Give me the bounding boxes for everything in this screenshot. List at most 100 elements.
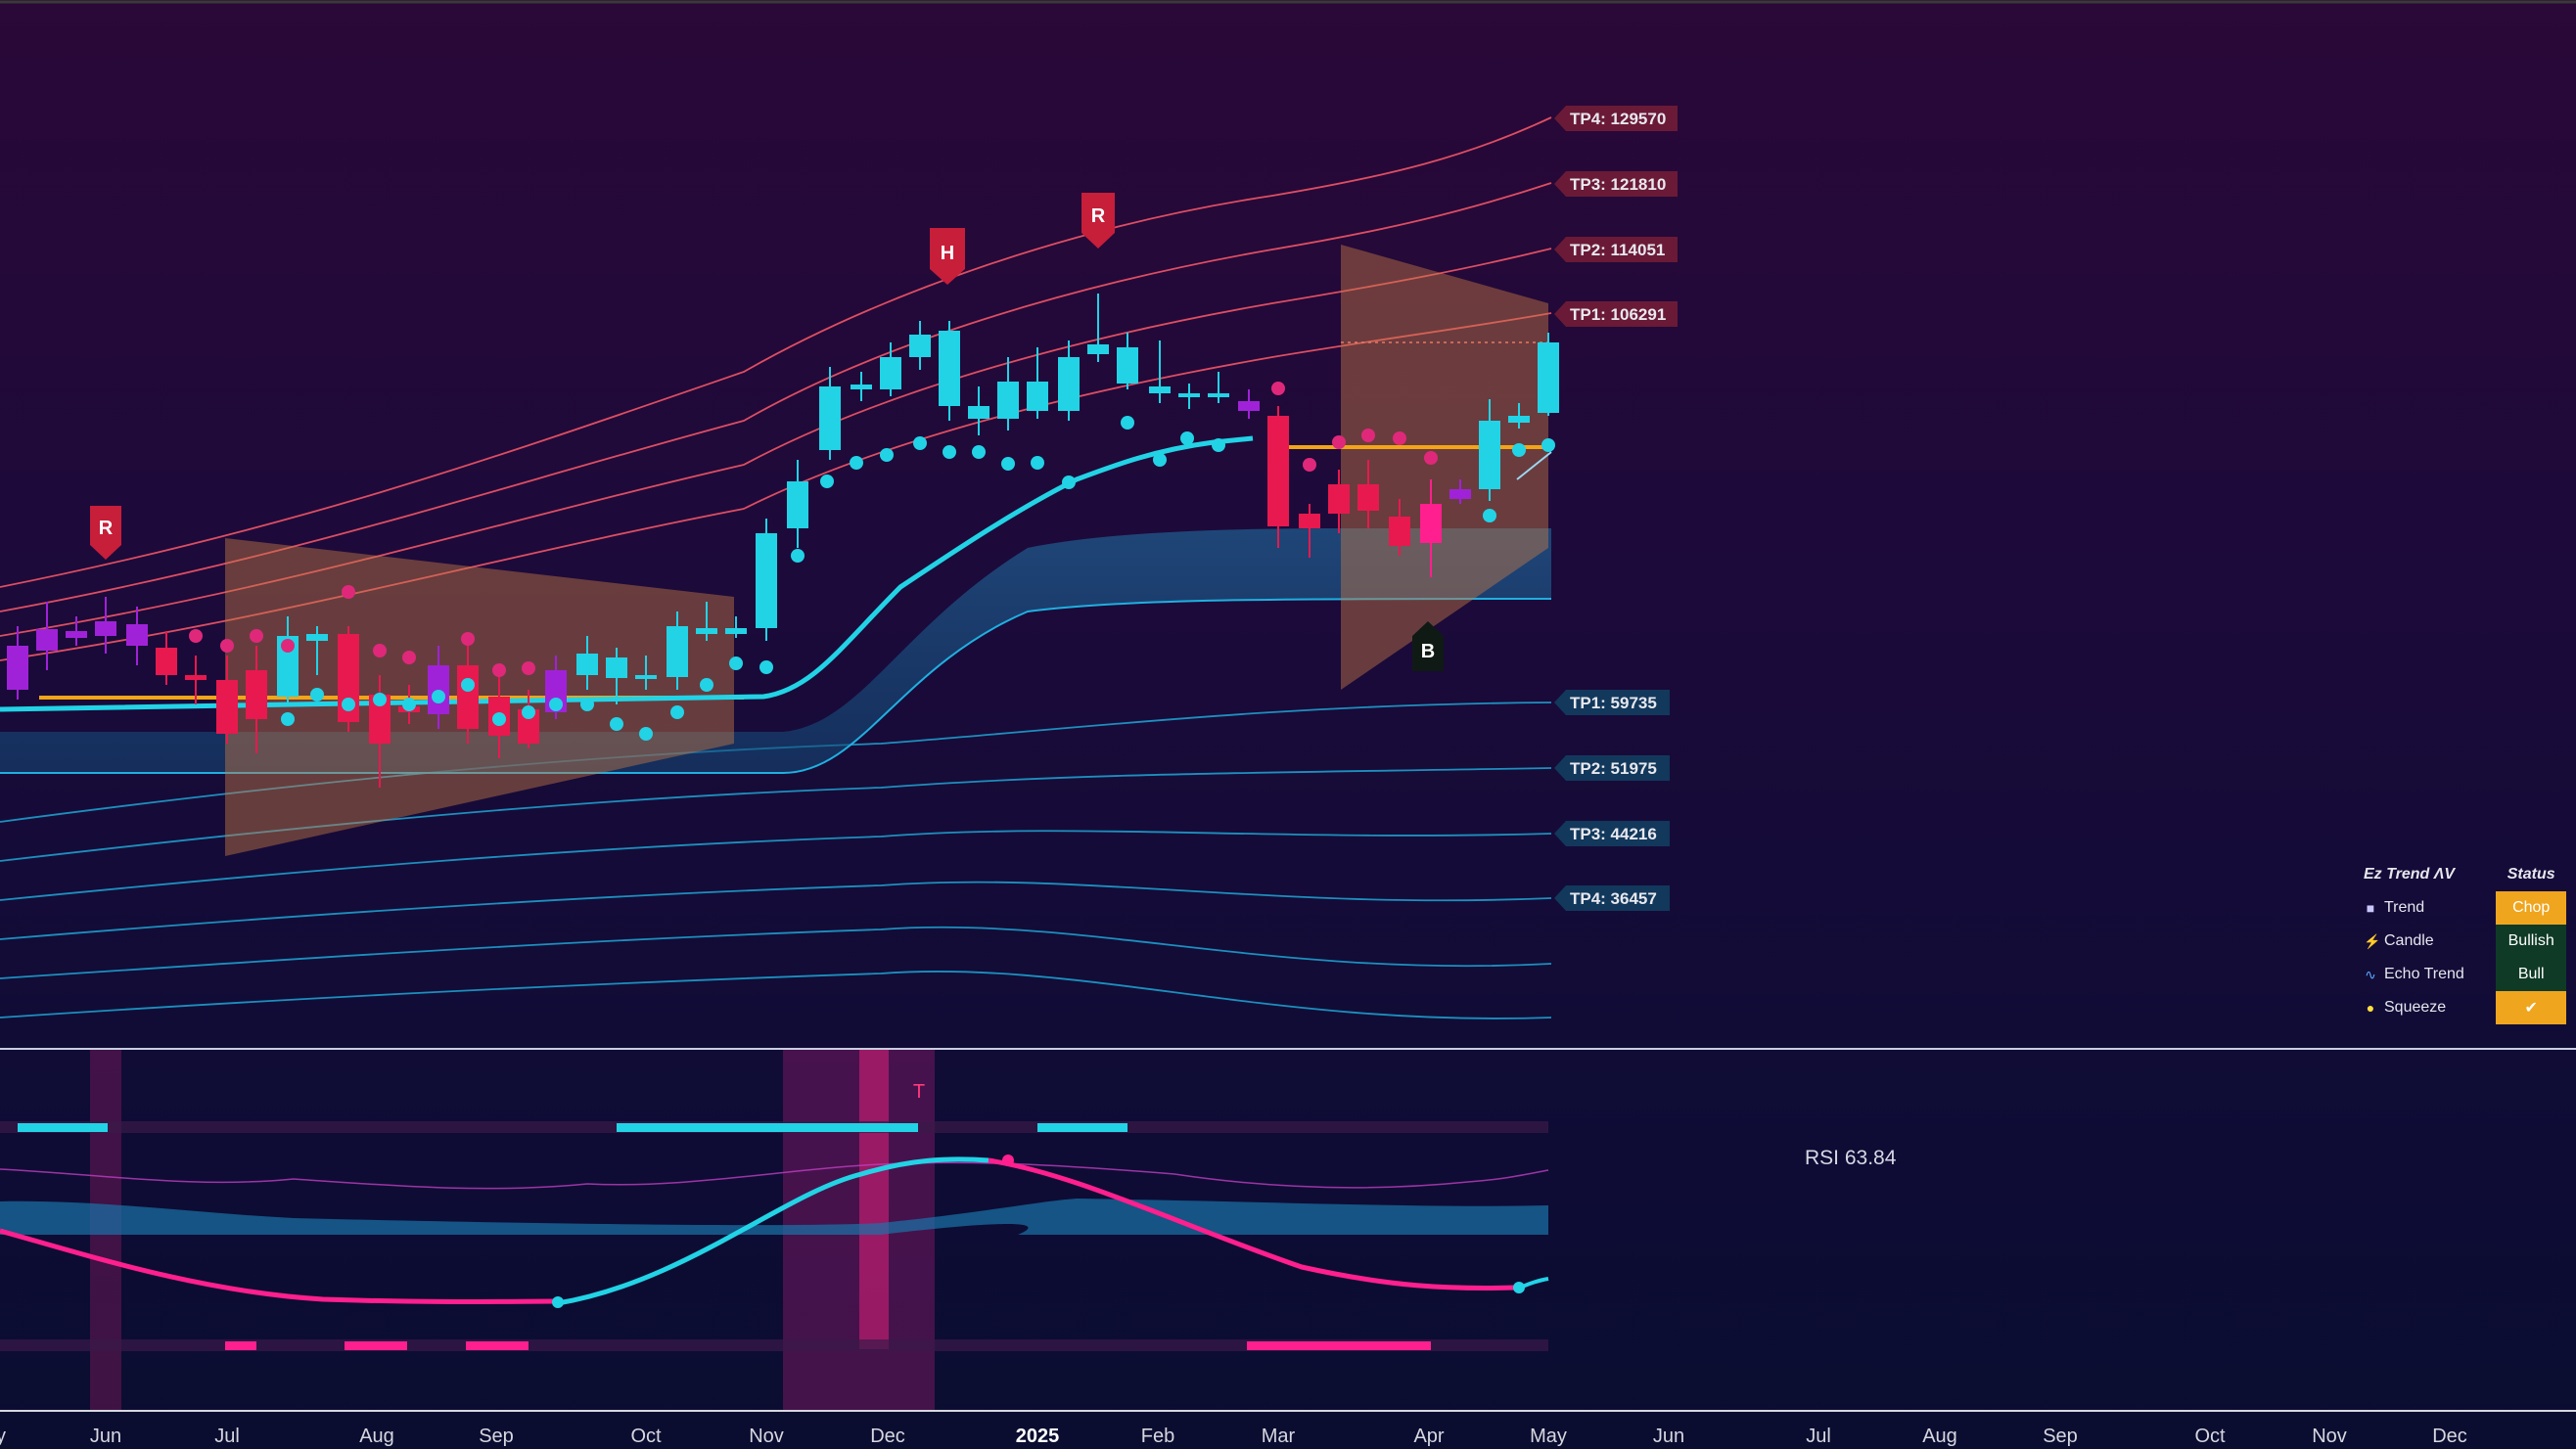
candle-body[interactable] (185, 675, 207, 680)
candle-body[interactable] (95, 621, 116, 636)
signal-dot (402, 698, 416, 711)
svg-text:H: H (941, 243, 954, 264)
osc-bear-bar (1247, 1341, 1431, 1350)
osc-marker: T (913, 1081, 925, 1103)
candle-body[interactable] (1508, 416, 1530, 423)
candle-body[interactable] (457, 665, 479, 729)
wave-icon: ∿ (2365, 966, 2376, 982)
candle-body[interactable] (1058, 357, 1080, 411)
signal-dot (639, 727, 653, 741)
lemon-icon: ● (2366, 1000, 2375, 1016)
candle-body[interactable] (909, 335, 931, 357)
candle-body[interactable] (725, 628, 747, 634)
candle-body[interactable] (1208, 393, 1229, 397)
candle-body[interactable] (1027, 382, 1048, 411)
candle-body[interactable] (1328, 484, 1350, 514)
candle-body[interactable] (156, 648, 177, 675)
osc-highlight (859, 1050, 889, 1349)
x-axis-label: Nov (2312, 1426, 2347, 1447)
candle-body[interactable] (36, 629, 58, 651)
candle-body[interactable] (277, 636, 299, 697)
signal-dot (913, 436, 927, 450)
candle-body[interactable] (997, 382, 1019, 419)
candle-body[interactable] (819, 386, 841, 450)
candle-body[interactable] (246, 670, 267, 719)
signal-dot (1512, 443, 1526, 457)
signal-dot (373, 693, 387, 706)
signal-resistance[interactable]: R (90, 506, 121, 560)
x-axis[interactable]: y Jun Jul Aug Sep Oct Nov Dec 2025 Feb Mar Apr May Ju… (0, 1426, 2467, 1447)
candle-body[interactable] (1117, 347, 1138, 384)
candle-body[interactable] (1449, 489, 1471, 499)
candle-body[interactable] (518, 709, 539, 744)
candle-body[interactable] (338, 634, 359, 722)
signal-dot (549, 698, 563, 711)
candle-body[interactable] (1178, 393, 1200, 397)
candle-body[interactable] (968, 406, 989, 419)
candle-body[interactable] (576, 654, 598, 675)
svg-text:TP3: 44216: TP3: 44216 (1570, 825, 1657, 843)
candle-body[interactable] (1389, 517, 1410, 546)
candle-body[interactable] (1149, 386, 1171, 393)
x-axis-label: Aug (1922, 1426, 1957, 1447)
x-axis-label: Apr (1413, 1426, 1444, 1447)
candle-body[interactable] (7, 646, 28, 690)
candle-body[interactable] (306, 634, 328, 641)
signal-buy[interactable]: B (1412, 621, 1444, 671)
x-axis-label: Aug (359, 1426, 394, 1447)
signal-dot (342, 585, 355, 599)
candle-body[interactable] (939, 331, 960, 406)
candle-body[interactable] (756, 533, 777, 628)
status-row-candle: ⚡ Candle Bullish (2360, 925, 2566, 958)
signal-dot (492, 663, 506, 677)
lower-band-line (0, 881, 1552, 940)
candle-body[interactable] (126, 624, 148, 646)
x-axis-label: 2025 (1016, 1426, 1060, 1447)
signal-dot (1062, 475, 1076, 489)
candle-body[interactable] (1238, 401, 1260, 411)
x-axis-label: y (0, 1426, 6, 1447)
signal-dot (670, 705, 684, 719)
candle-body[interactable] (66, 631, 87, 638)
svg-text:TP4: 36457: TP4: 36457 (1570, 889, 1657, 908)
x-axis-label: Mar (1262, 1426, 1296, 1447)
osc-cloud (0, 1199, 1548, 1235)
x-axis-label: Oct (2194, 1426, 2226, 1447)
tp2-upper-label: TP2: 114051 (1554, 237, 1678, 262)
candle-body[interactable] (1267, 416, 1289, 526)
candle-body[interactable] (696, 628, 717, 634)
candle-body[interactable] (635, 675, 657, 679)
signal-dot (1271, 382, 1285, 395)
candle-body[interactable] (1087, 344, 1109, 354)
signal-dot (610, 717, 623, 731)
signal-dot (1303, 458, 1316, 472)
candle-body[interactable] (1420, 504, 1442, 543)
candle-body[interactable] (851, 385, 872, 389)
osc-bear-bar (466, 1341, 529, 1350)
candle-body[interactable] (667, 626, 688, 677)
signal-dot (1153, 453, 1167, 467)
signal-dot (402, 651, 416, 664)
candle-body[interactable] (1357, 484, 1379, 511)
candle-body[interactable] (787, 481, 808, 528)
signal-high[interactable]: H (930, 228, 965, 285)
cloud-lower-edge (0, 598, 1552, 774)
trend-cloud (0, 528, 1551, 773)
candle-body[interactable] (1299, 514, 1320, 528)
candle-body[interactable] (369, 695, 391, 744)
signal-dot (1332, 435, 1346, 449)
x-axis-label: Jul (214, 1426, 240, 1447)
osc-bear-line (988, 1157, 1518, 1291)
signal-resistance[interactable]: R (1081, 193, 1115, 249)
signal-dot (880, 448, 894, 462)
tp3-upper-label: TP3: 121810 (1554, 171, 1678, 197)
osc-rsi-line (0, 1161, 1549, 1190)
candle-body[interactable] (606, 657, 627, 678)
candle-body[interactable] (880, 357, 901, 389)
candle-body[interactable] (216, 680, 238, 734)
lower-band-line (0, 767, 1552, 862)
svg-text:TP1: 106291: TP1: 106291 (1570, 305, 1666, 324)
candle-body[interactable] (1538, 342, 1559, 413)
candle-body[interactable] (1479, 421, 1500, 489)
